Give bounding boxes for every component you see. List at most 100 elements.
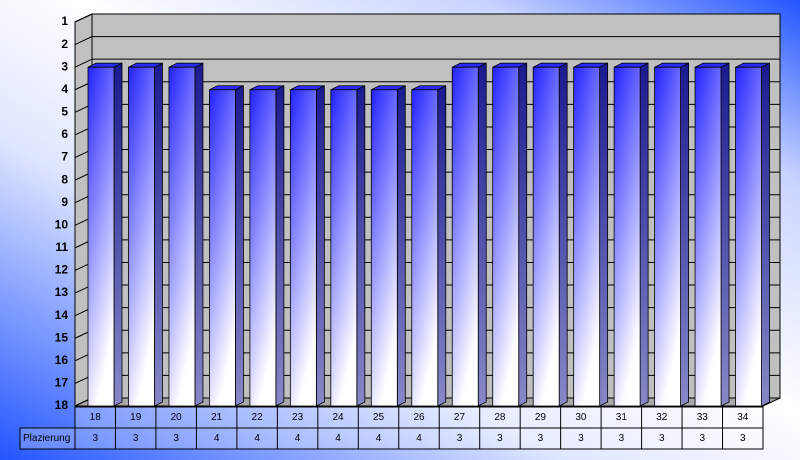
x-tick-label: 20 bbox=[171, 412, 183, 423]
bar-front bbox=[289, 89, 317, 407]
table-value: 3 bbox=[740, 433, 746, 444]
table-value: 3 bbox=[700, 433, 706, 444]
table-value: 3 bbox=[457, 433, 463, 444]
bar bbox=[573, 62, 609, 407]
x-tick-label: 19 bbox=[130, 412, 142, 423]
bar bbox=[128, 62, 163, 407]
table-value: 3 bbox=[92, 433, 98, 444]
y-tick-label: 12 bbox=[55, 263, 69, 277]
bar bbox=[451, 62, 487, 407]
bar bbox=[249, 85, 285, 407]
bar bbox=[735, 62, 770, 407]
table-bg bbox=[19, 427, 764, 450]
bar-side bbox=[558, 62, 568, 407]
y-tick-label: 6 bbox=[61, 127, 68, 141]
bar-side bbox=[315, 85, 325, 407]
bar-front bbox=[532, 66, 560, 407]
table-value: 3 bbox=[173, 433, 179, 444]
bar bbox=[168, 62, 204, 407]
x-tick-label: 18 bbox=[90, 412, 102, 423]
x-tick-label: 25 bbox=[373, 412, 385, 423]
bar-side bbox=[154, 62, 163, 407]
table-value: 3 bbox=[497, 433, 503, 444]
y-tick-label: 18 bbox=[55, 398, 69, 412]
bar-front bbox=[654, 66, 681, 407]
bar-side bbox=[720, 62, 730, 407]
bar-front bbox=[330, 89, 358, 407]
bar-side bbox=[680, 62, 689, 407]
bar bbox=[209, 85, 244, 407]
bar-side bbox=[639, 62, 649, 407]
bar-side bbox=[437, 85, 447, 407]
x-tick-label: 33 bbox=[697, 412, 709, 423]
y-tick-label: 1 bbox=[61, 14, 68, 28]
x-tick-label: 29 bbox=[535, 412, 547, 423]
bar-side bbox=[477, 62, 487, 407]
grid-line-side bbox=[74, 36, 93, 46]
y-tick-label: 10 bbox=[55, 217, 69, 231]
bar bbox=[411, 85, 447, 407]
bar-side bbox=[518, 62, 528, 407]
y-tick-label: 8 bbox=[61, 172, 68, 186]
bar-side bbox=[275, 85, 285, 407]
y-tick-label: 9 bbox=[61, 195, 68, 209]
bar-front bbox=[613, 66, 641, 407]
bar-front bbox=[128, 66, 155, 407]
y-tick-label: 7 bbox=[61, 150, 68, 164]
bar-side bbox=[235, 85, 244, 407]
x-tick-label: 34 bbox=[737, 412, 749, 423]
y-tick-label: 13 bbox=[55, 285, 69, 299]
y-tick-label: 5 bbox=[61, 105, 68, 119]
bar-front bbox=[209, 89, 236, 407]
table-value: 3 bbox=[538, 433, 544, 444]
x-tick-label: 27 bbox=[454, 412, 466, 423]
bar-front bbox=[370, 89, 398, 407]
bar-front bbox=[573, 66, 601, 407]
y-tick-label: 16 bbox=[55, 353, 69, 367]
legend-label: Plazierung bbox=[23, 433, 70, 444]
table-value: 3 bbox=[619, 433, 625, 444]
bar-front bbox=[451, 66, 479, 407]
y-tick-label: 11 bbox=[55, 240, 68, 254]
bar-side bbox=[113, 62, 123, 407]
bar-front bbox=[168, 66, 196, 407]
bar-front bbox=[87, 66, 115, 407]
bar bbox=[330, 85, 366, 407]
x-tick-label: 26 bbox=[413, 412, 425, 423]
x-tick-label: 28 bbox=[494, 412, 506, 423]
bar-front bbox=[694, 66, 722, 407]
bar bbox=[532, 62, 568, 407]
bar bbox=[613, 62, 649, 407]
x-tick-label: 32 bbox=[656, 412, 668, 423]
bar bbox=[87, 62, 123, 407]
table-value: 3 bbox=[578, 433, 584, 444]
table-value: 3 bbox=[659, 433, 665, 444]
bar bbox=[654, 62, 689, 407]
table-value: 4 bbox=[416, 433, 422, 444]
table-value: 4 bbox=[376, 433, 382, 444]
x-tick-label: 23 bbox=[292, 412, 304, 423]
y-tick-label: 3 bbox=[61, 59, 68, 73]
bar bbox=[370, 85, 406, 407]
table-value: 4 bbox=[214, 433, 220, 444]
table-value: 4 bbox=[295, 433, 301, 444]
bar-side bbox=[194, 62, 204, 407]
table-value: 4 bbox=[254, 433, 260, 444]
x-tick-label: 30 bbox=[575, 412, 587, 423]
x-tick-label: 31 bbox=[616, 412, 628, 423]
bar-front bbox=[492, 66, 520, 407]
bar-front bbox=[249, 89, 277, 407]
bar-side bbox=[356, 85, 366, 407]
y-tick-label: 15 bbox=[55, 330, 69, 344]
bar bbox=[694, 62, 730, 407]
y-tick-label: 17 bbox=[55, 376, 69, 390]
y-tick-label: 14 bbox=[55, 308, 69, 322]
grid-line-side bbox=[74, 13, 93, 23]
table-value: 3 bbox=[133, 433, 139, 444]
x-tick-label: 21 bbox=[211, 412, 223, 423]
bar-front bbox=[411, 89, 439, 407]
bar bbox=[289, 85, 325, 407]
x-tick-label: 22 bbox=[252, 412, 264, 423]
bar-side bbox=[761, 62, 770, 407]
